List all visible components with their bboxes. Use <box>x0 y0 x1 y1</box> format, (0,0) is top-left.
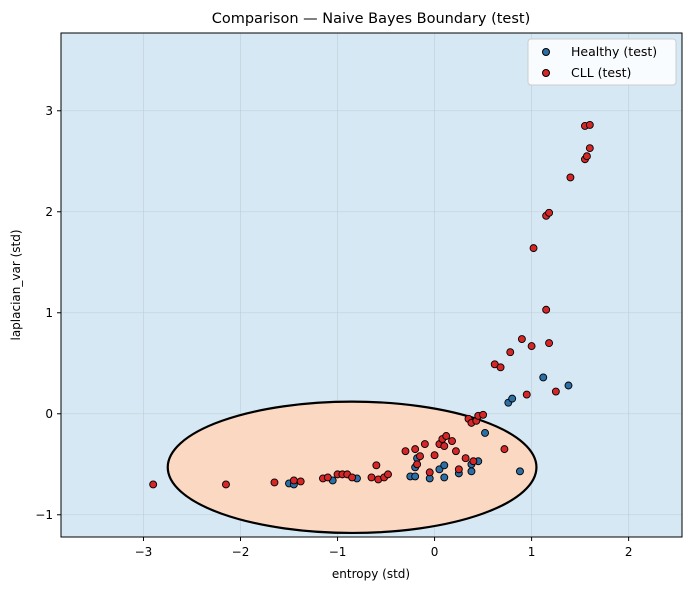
x-tick-label: 1 <box>528 545 536 559</box>
legend-marker-cll <box>542 69 550 77</box>
cll-point <box>500 445 509 454</box>
cll-point <box>585 120 594 129</box>
chart-title: Comparison — Naive Bayes Boundary (test) <box>212 11 531 27</box>
x-axis-ticks: −3 −2 −1 0 1 2 <box>135 537 633 559</box>
cll-point <box>222 480 230 489</box>
cll-point <box>451 447 460 456</box>
legend-label-cll: CLL (test) <box>571 65 631 80</box>
cll-point <box>372 461 381 470</box>
cll-point <box>545 339 554 348</box>
cll-point <box>411 445 420 454</box>
x-tick-label: 2 <box>625 545 633 559</box>
legend-label-healthy: Healthy (test) <box>571 44 657 59</box>
data-points <box>149 120 594 489</box>
healthy-point <box>508 394 517 403</box>
y-axis-label: laplacian_var (std) <box>9 229 23 340</box>
cll-point <box>517 335 526 343</box>
cll-point <box>296 477 305 486</box>
cll-point <box>448 437 456 445</box>
grid <box>61 33 682 537</box>
cll-point <box>529 244 538 253</box>
cll-point <box>542 305 551 314</box>
cll-point <box>479 410 488 419</box>
cll-point <box>401 447 410 456</box>
cll-point <box>323 473 332 482</box>
cll-point <box>348 473 357 482</box>
cll-point <box>430 451 439 460</box>
cll-point <box>545 208 554 217</box>
cll-point <box>454 465 463 474</box>
legend-marker-healthy <box>542 48 550 56</box>
cll-point <box>384 470 392 479</box>
healthy-point <box>516 467 524 476</box>
healthy-point <box>440 473 449 482</box>
healthy-point <box>440 461 449 470</box>
cll-point <box>416 452 424 461</box>
cll-point <box>425 468 434 477</box>
x-tick-label: −2 <box>232 545 250 559</box>
cll-point <box>566 173 575 182</box>
y-tick-label: 2 <box>45 205 53 219</box>
cll-point <box>527 342 536 351</box>
y-tick-label: 0 <box>45 407 53 421</box>
healthy-point <box>539 373 548 382</box>
cll-point <box>289 476 298 485</box>
healthy-point <box>481 429 489 437</box>
cll-point <box>469 457 478 466</box>
cll-point <box>420 440 429 449</box>
legend: Healthy (test) CLL (test) <box>527 38 677 86</box>
cll-point <box>149 480 158 489</box>
cll-point <box>413 460 422 469</box>
cll-point <box>440 442 449 451</box>
y-tick-label: 3 <box>45 104 53 118</box>
cll-point <box>496 363 505 372</box>
cll-point <box>367 473 376 482</box>
cll-point <box>522 390 531 399</box>
x-axis-label: entropy (std) <box>332 567 410 581</box>
healthy-point <box>564 381 573 390</box>
y-axis-ticks: −1 0 1 2 3 <box>35 104 61 522</box>
cll-point <box>506 348 515 357</box>
healthy-point <box>411 472 420 481</box>
cll-point <box>270 478 279 487</box>
x-tick-label: −3 <box>135 545 153 559</box>
healthy-point <box>467 467 476 476</box>
plot-frame <box>60 32 683 538</box>
x-tick-label: 0 <box>431 545 439 559</box>
cll-point <box>551 387 560 396</box>
cll-point <box>442 432 451 440</box>
legend-box <box>527 38 677 86</box>
cll-point <box>461 454 470 463</box>
y-tick-label: 1 <box>45 306 53 320</box>
decision-boundary-ellipse <box>166 400 538 535</box>
y-tick-label: −1 <box>35 508 53 522</box>
cll-point <box>582 152 591 161</box>
x-tick-label: −1 <box>329 545 347 559</box>
cll-point <box>585 144 594 153</box>
